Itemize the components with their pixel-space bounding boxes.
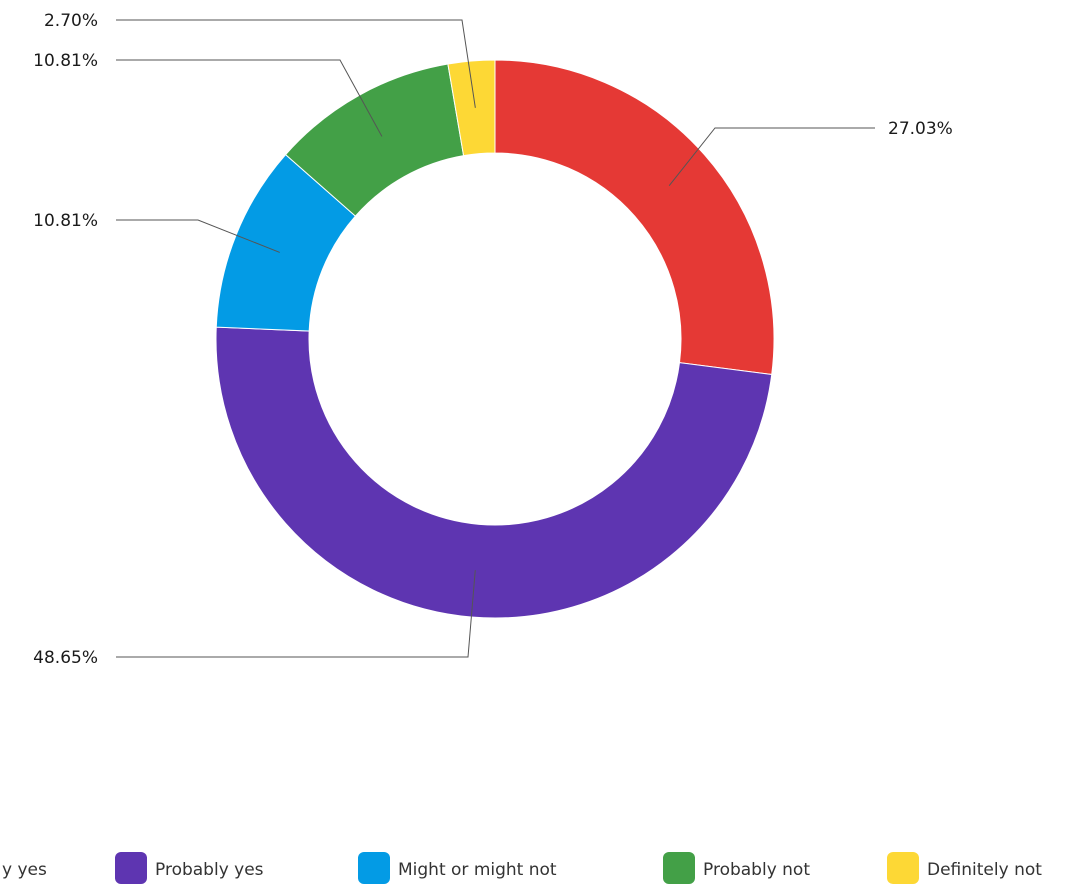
legend-item: Probably not: [663, 852, 810, 884]
value-label: 48.65%: [33, 648, 98, 668]
value-label: 27.03%: [888, 119, 953, 139]
legend-label: Probably yes: [155, 860, 264, 880]
value-label: 10.81%: [33, 51, 98, 71]
leader-line: [116, 219, 280, 253]
value-label: 2.70%: [44, 11, 98, 31]
legend-label: Might or might not: [398, 860, 557, 880]
legend-swatch: [887, 852, 919, 884]
legend-label: y yes: [2, 860, 47, 880]
legend: y yes Probably yes Might or might not Proba…: [2, 852, 1042, 884]
legend-swatch: [663, 852, 695, 884]
value-label: 10.81%: [33, 211, 98, 231]
value-labels: 27.03% 48.65% 10.81% 10.81% 2.70%: [33, 11, 953, 668]
leader-lines: [116, 19, 875, 658]
slice-probably-yes: [215, 326, 773, 619]
donut-slices: [215, 59, 775, 619]
legend-item: y yes: [2, 860, 47, 880]
slice-definitely-not: [447, 59, 496, 157]
legend-swatch: [358, 852, 390, 884]
leader-line: [668, 127, 875, 187]
legend-swatch: [115, 852, 147, 884]
leader-line: [116, 19, 476, 108]
slice-definitely-yes: [494, 59, 775, 376]
leader-line: [116, 570, 476, 658]
legend-label: Probably not: [703, 860, 810, 880]
legend-item: Definitely not: [887, 852, 1042, 884]
legend-label: Definitely not: [927, 860, 1042, 880]
legend-item: Might or might not: [358, 852, 557, 884]
leader-line: [116, 59, 383, 137]
legend-item: Probably yes: [115, 852, 264, 884]
